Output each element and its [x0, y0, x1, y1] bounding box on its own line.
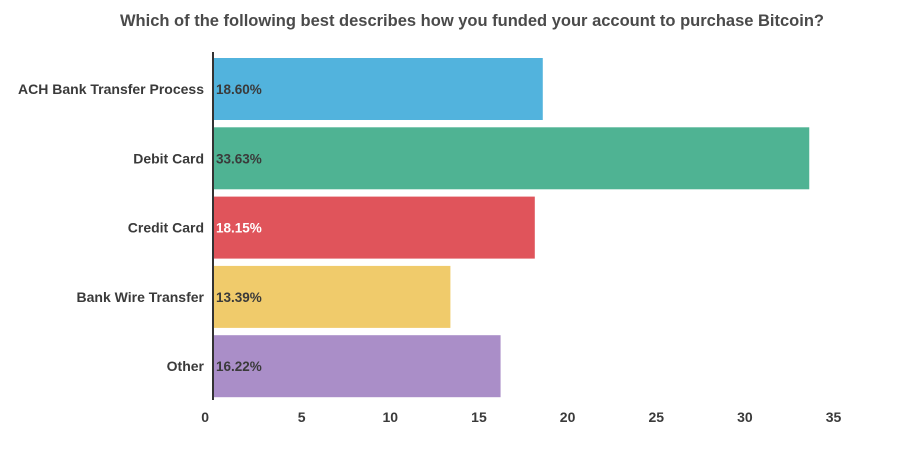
x-tick-label: 25: [648, 409, 664, 425]
data-label: 33.63%: [216, 151, 262, 166]
category-label: ACH Bank Transfer Process: [18, 81, 204, 97]
bar-1: [213, 127, 810, 190]
category-label: Other: [167, 358, 205, 374]
x-tick-label: 30: [737, 409, 753, 425]
x-tick-label: 0: [201, 409, 209, 425]
x-tick-label: 5: [298, 409, 306, 425]
bar-2: [213, 196, 535, 259]
category-label: Debit Card: [133, 150, 204, 166]
x-tick-label: 35: [826, 409, 842, 425]
x-tick-label: 15: [471, 409, 487, 425]
x-tick-label: 20: [560, 409, 576, 425]
category-label: Bank Wire Transfer: [77, 289, 205, 305]
bar-3: [213, 265, 451, 328]
bar-4: [213, 335, 501, 398]
category-label: Credit Card: [128, 220, 204, 236]
data-label: 18.15%: [216, 221, 262, 236]
chart-title: Which of the following best describes ho…: [119, 12, 825, 30]
data-label: 13.39%: [216, 290, 262, 305]
data-label: 18.60%: [216, 82, 262, 97]
bar-0: [213, 58, 543, 120]
data-label: 16.22%: [216, 359, 262, 374]
x-tick-label: 10: [383, 409, 399, 425]
